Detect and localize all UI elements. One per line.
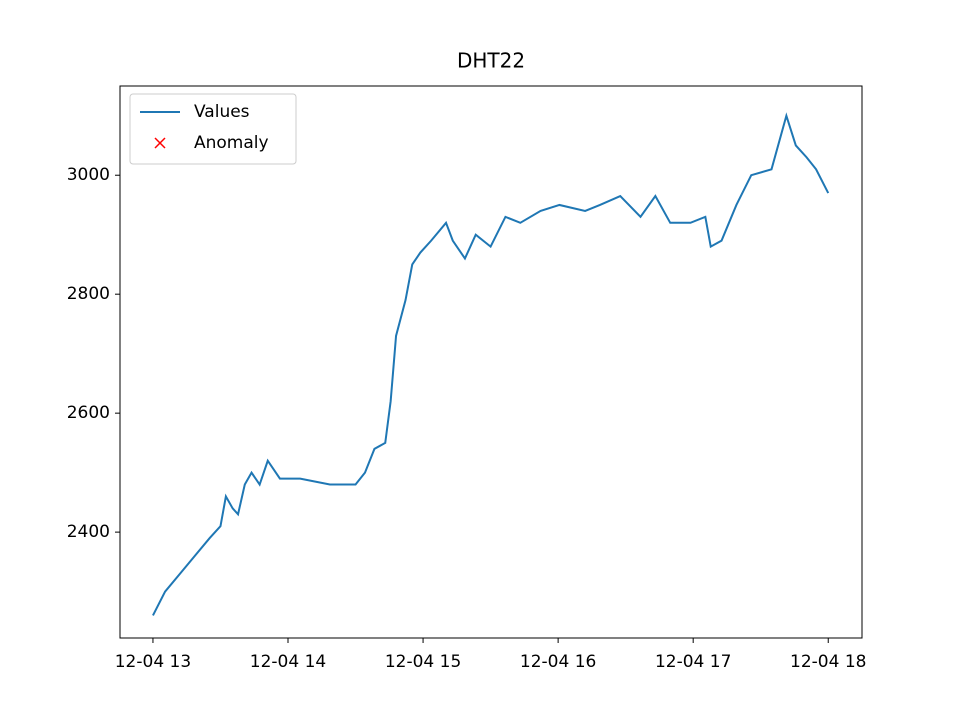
line-series bbox=[152, 112, 830, 616]
x-tick-label: 12-04 17 bbox=[655, 652, 731, 672]
x-tick-label: 12-04 15 bbox=[385, 652, 461, 672]
chart-title: DHT22 bbox=[457, 49, 525, 73]
y-tick-label: 2600 bbox=[67, 403, 110, 423]
y-tick-label: 2400 bbox=[67, 522, 110, 542]
legend-label: Anomaly bbox=[194, 133, 269, 153]
y-tick-label: 3000 bbox=[67, 165, 110, 185]
legend-swatch bbox=[154, 137, 166, 149]
legend-label: Values bbox=[194, 102, 250, 122]
x-tick-label: 12-04 16 bbox=[520, 652, 596, 672]
x-tick-label: 12-04 18 bbox=[790, 652, 866, 672]
x-tick-label: 12-04 13 bbox=[115, 652, 191, 672]
y-tick-label: 2800 bbox=[67, 284, 110, 304]
x-tick-label: 12-04 14 bbox=[250, 652, 326, 672]
axes-frame bbox=[119, 85, 863, 639]
